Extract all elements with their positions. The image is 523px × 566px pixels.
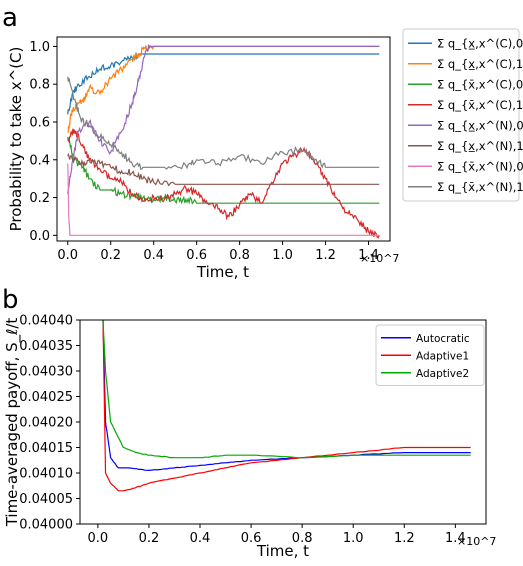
legend-label-a-5: Σ q_{x̲,x^(N),0}/2 bbox=[437, 118, 523, 132]
axes-frame-a bbox=[56, 36, 391, 242]
x-tick-label-a: 0.2 bbox=[100, 248, 121, 263]
x-multiplier-a: ×10^7 bbox=[360, 252, 399, 265]
y-tick-label-a: 0.6 bbox=[29, 116, 50, 131]
legend-label-a-1: Σ q_{x̲,x^(C),0}/2 bbox=[437, 36, 523, 50]
y-tick-label-b: 0.04035 bbox=[19, 339, 73, 354]
x-tick-label-a: 1.0 bbox=[272, 248, 293, 263]
chart-a: 0.0 0.2 0.4 0.6 0.8 1.0 1.2 1.4 0.0 0.2 0.4 0.6 0.8 1… bbox=[7, 28, 523, 281]
series-line-a-7 bbox=[67, 163, 380, 236]
series-line-a-1 bbox=[67, 52, 380, 115]
series-line-a-5 bbox=[67, 44, 380, 194]
y-axis-label-b: Time-averaged payoff, S_ℓ/t bbox=[3, 318, 22, 528]
y-tick-label-b: 0.04030 bbox=[19, 365, 73, 380]
y-tick-label-b: 0.04000 bbox=[19, 518, 73, 533]
legend-label-a-3: Σ q_{x̄,x^(C),0}/2 bbox=[437, 77, 523, 91]
y-axis-label-a: Probability to take x^(C) bbox=[7, 47, 25, 232]
x-tick-label-a: 1.2 bbox=[315, 248, 336, 263]
legend-label-a-4: Σ q_{x̄,x^(C),1}/2 bbox=[437, 98, 523, 112]
y-tick-label-a: 0.4 bbox=[29, 153, 50, 168]
legend-label-a-7: Σ q_{x̄,x^(N),0}/2 bbox=[437, 159, 523, 173]
x-tick-label-a: 0.6 bbox=[186, 248, 207, 263]
x-tick-label-b: 1.4 bbox=[445, 531, 466, 546]
legend-box-b bbox=[375, 324, 485, 386]
y-tick-label-a: 0.8 bbox=[29, 78, 50, 93]
series-line-b-3 bbox=[102, 320, 471, 459]
legend-label-b-2: Adaptive1 bbox=[416, 350, 469, 362]
y-tick-label-b: 0.04015 bbox=[19, 441, 73, 456]
x-tick-label-a: 0.0 bbox=[57, 248, 78, 263]
plot-area-a bbox=[67, 44, 380, 239]
plot-area-b bbox=[102, 320, 471, 492]
x-axis-label-b: Time, t bbox=[256, 542, 309, 560]
series-line-a-8 bbox=[67, 76, 380, 171]
y-tick-label-a: 0.0 bbox=[29, 229, 50, 244]
x-tick-label-b: 0.6 bbox=[241, 531, 262, 546]
x-tick-label-b: 1.0 bbox=[343, 531, 364, 546]
legend-label-a-2: Σ q_{x̲,x^(C),1}/2 bbox=[437, 57, 523, 71]
x-tick-label-a: 0.8 bbox=[229, 248, 250, 263]
series-line-a-2 bbox=[67, 44, 380, 134]
y-tick-label-b: 0.04020 bbox=[19, 416, 73, 431]
x-tick-label-b: 0.4 bbox=[190, 531, 211, 546]
x-tick-label-b: 0.8 bbox=[292, 531, 313, 546]
legend-label-b-1: Autocratic bbox=[416, 333, 470, 345]
y-tick-label-a: 0.2 bbox=[29, 191, 50, 206]
legend-label-a-8: Σ q_{x̄,x^(N),1}/2 bbox=[437, 180, 523, 194]
x-tick-label-b: 0.0 bbox=[88, 531, 109, 546]
y-tick-label-b: 0.04010 bbox=[19, 467, 73, 482]
legend-box-a bbox=[402, 28, 520, 202]
x-tick-label-a: 0.4 bbox=[143, 248, 164, 263]
legend-label-a-6: Σ q_{x̲,x^(N),1}/2 bbox=[437, 139, 523, 153]
y-tick-label-a: 1.0 bbox=[29, 40, 50, 55]
chart-b: 0.0 0.2 0.4 0.6 0.8 1.0 1.2 1.4 0.04000 0.04005 0.… bbox=[3, 314, 496, 561]
y-tick-label-b: 0.04040 bbox=[19, 314, 73, 329]
x-multiplier-b: ×10^7 bbox=[457, 535, 496, 548]
x-tick-label-a: 1.4 bbox=[358, 248, 379, 263]
legend-label-b-3: Adaptive2 bbox=[416, 368, 469, 380]
panel-b-label: b bbox=[2, 285, 19, 315]
x-tick-label-b: 1.2 bbox=[394, 531, 415, 546]
y-tick-label-b: 0.04005 bbox=[19, 492, 73, 507]
y-tick-label-b: 0.04025 bbox=[19, 390, 73, 405]
x-tick-label-b: 0.2 bbox=[139, 531, 160, 546]
series-line-a-6 bbox=[67, 152, 380, 187]
x-axis-label-a: Time, t bbox=[196, 263, 249, 281]
panel-a-label: a bbox=[2, 3, 18, 33]
series-line-a-3 bbox=[67, 136, 380, 205]
series-line-a-4 bbox=[67, 128, 380, 239]
